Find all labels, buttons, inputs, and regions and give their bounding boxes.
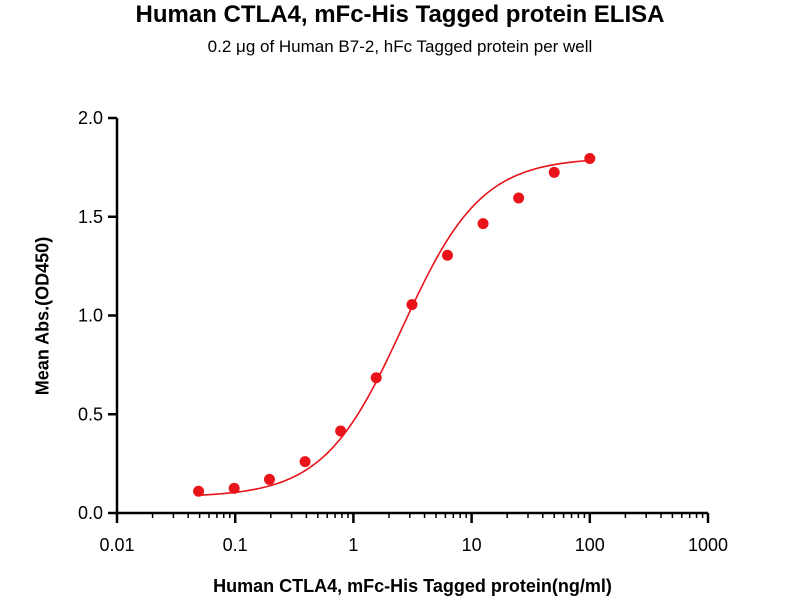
data-point-6 (406, 299, 418, 311)
fit-curve (198, 159, 590, 497)
x-axis-label: Human CTLA4, mFc-His Tagged protein(ng/m… (213, 576, 612, 596)
data-point-7 (441, 249, 453, 261)
chart-subtitle: 0.2 μg of Human B7-2, hFc Tagged protein… (207, 37, 593, 56)
y-tick-label-2: 1.0 (78, 306, 103, 326)
y-tick-label-4: 2.0 (78, 108, 103, 128)
x-tick-label-5: 1000 (688, 535, 728, 555)
x-tick-label-0: 0.01 (99, 535, 134, 555)
x-tick-label-1: 0.1 (223, 535, 248, 555)
y-tick-label-0: 0.0 (78, 503, 103, 523)
y-tick-label-1: 0.5 (78, 404, 103, 424)
x-tick-label-3: 10 (462, 535, 482, 555)
data-point-3 (299, 456, 311, 468)
data-point-5 (370, 372, 382, 384)
data-point-8 (477, 218, 489, 230)
data-point-4 (335, 425, 347, 437)
data-point-10 (548, 166, 560, 178)
x-tick-label-4: 100 (575, 535, 605, 555)
data-point-1 (228, 482, 240, 494)
x-tick-label-2: 1 (348, 535, 358, 555)
data-point-11 (584, 152, 596, 164)
chart-title: Human CTLA4, mFc-His Tagged protein ELIS… (135, 1, 665, 28)
data-point-0 (193, 485, 205, 497)
data-point-9 (513, 192, 525, 204)
y-tick-label-3: 1.5 (78, 207, 103, 227)
data-point-2 (263, 473, 275, 485)
